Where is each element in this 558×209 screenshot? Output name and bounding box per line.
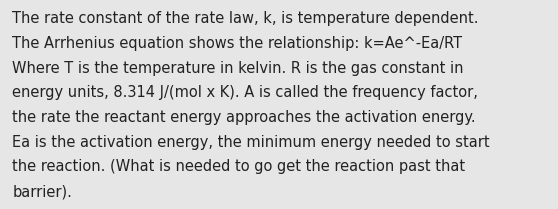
Text: Ea is the activation energy, the minimum energy needed to start: Ea is the activation energy, the minimum… <box>12 135 490 150</box>
Text: the rate the reactant energy approaches the activation energy.: the rate the reactant energy approaches … <box>12 110 476 125</box>
Text: the reaction. (What is needed to go get the reaction past that: the reaction. (What is needed to go get … <box>12 159 465 175</box>
Text: The rate constant of the rate law, k, is temperature dependent.: The rate constant of the rate law, k, is… <box>12 11 479 27</box>
Text: energy units, 8.314 J/(mol x K). A is called the frequency factor,: energy units, 8.314 J/(mol x K). A is ca… <box>12 85 478 101</box>
Text: Where T is the temperature in kelvin. R is the gas constant in: Where T is the temperature in kelvin. R … <box>12 61 464 76</box>
Text: The Arrhenius equation shows the relationship: k=Ae^-Ea/RT: The Arrhenius equation shows the relatio… <box>12 36 463 51</box>
Text: barrier).: barrier). <box>12 184 72 199</box>
